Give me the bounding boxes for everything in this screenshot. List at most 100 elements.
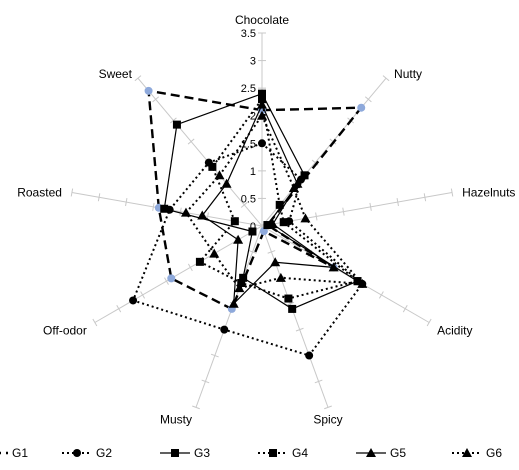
series-g2-point [305, 351, 314, 360]
axis-tick-mark [187, 138, 195, 145]
axis-spoke-spicy [261, 225, 329, 408]
series-g3-point [288, 304, 297, 313]
series-g6-point [257, 110, 267, 120]
axis-tick-mark [201, 379, 210, 384]
series-g4-point [258, 95, 266, 104]
axis-tick-mark [92, 318, 98, 327]
axis-tick-mark [179, 207, 182, 216]
axis-tick-mark [267, 250, 276, 254]
axis-tick-mark [324, 405, 332, 410]
axis-tick-mark [369, 202, 372, 211]
series-g6-point [288, 182, 299, 192]
series-g3-line [163, 92, 359, 310]
radial-tick-label: 2.5 [241, 83, 256, 95]
series-g4-point [279, 218, 288, 227]
series-g6-line [184, 113, 365, 290]
series-g2-line [131, 142, 364, 357]
legend-g6-label: G6 [486, 446, 502, 460]
legend-g4-label: G4 [292, 446, 308, 460]
radial-tick-label: 3.5 [241, 28, 256, 40]
axis-label-sweet: Sweet [99, 67, 133, 81]
series-g1-line [147, 89, 364, 311]
series-g5-point [257, 99, 267, 109]
axis-tick-mark [192, 405, 200, 410]
axis-label-spicy: Spicy [313, 412, 342, 426]
axis-tick-mark [382, 75, 390, 82]
axis-tick-mark [187, 263, 193, 272]
axis-tick-mark [125, 198, 128, 207]
axis-tick-mark [423, 193, 427, 202]
series-g4-point [284, 294, 293, 303]
series-g5-point [267, 219, 278, 229]
axis-tick-mark [240, 201, 248, 208]
series-g3-point [160, 204, 169, 213]
axis-tick-mark [140, 291, 146, 299]
series-g6-point [234, 283, 245, 293]
axis-tick-mark [116, 305, 122, 313]
axis-label-off-odor: Off-odor [43, 324, 87, 338]
axis-tick-mark [152, 96, 160, 103]
series-g5-point [197, 210, 208, 220]
series-g5-point [233, 234, 244, 244]
legend-g1-label: G1 [12, 446, 28, 460]
legend-g5-label: G5 [390, 446, 406, 460]
series-g4-point [230, 217, 239, 226]
axis-tick-mark [210, 353, 219, 358]
legend-g4-point [269, 449, 277, 457]
series-g3-point [248, 227, 257, 236]
radial-tick-label: 2 [250, 111, 256, 123]
axis-tick-mark [450, 188, 454, 197]
axis-tick-mark [342, 207, 345, 216]
axis-label-chocolate: Chocolate [235, 13, 289, 27]
series-g1-point [144, 86, 153, 95]
series-g1-point [167, 274, 176, 283]
series-g5-line [201, 103, 336, 306]
series-g6-point [357, 278, 368, 288]
radial-tick-label: 0.5 [241, 193, 256, 205]
axis-spoke-hazelnuts [261, 191, 453, 227]
axis-tick-mark [378, 291, 384, 299]
series-g6-point [180, 207, 191, 217]
axis-tick-mark [295, 327, 304, 332]
series-g6-point [275, 272, 286, 282]
series-g6-point [300, 213, 311, 223]
legend-g5-point [366, 448, 376, 457]
axis-tick-mark [402, 305, 408, 313]
axis-spoke-sweet [137, 77, 263, 227]
series-g3-point [239, 273, 248, 282]
axis-label-hazelnuts: Hazelnuts [462, 185, 515, 199]
axis-label-musty: Musty [160, 412, 192, 426]
series-g2-point [220, 325, 229, 334]
series-g6-point [214, 170, 225, 180]
axis-tick-mark [152, 202, 155, 211]
axis-tick-mark [134, 75, 142, 82]
series-g2-point [129, 296, 138, 305]
legend-g3-point [171, 449, 179, 457]
series-g4-point [195, 257, 204, 266]
radial-tick-label: 1 [250, 166, 256, 178]
series-g3-point [172, 120, 181, 129]
series-g4-point [208, 162, 217, 171]
axis-tick-mark [70, 188, 74, 197]
legend-g6-point [462, 448, 472, 457]
axis-tick-mark [396, 198, 399, 207]
series-g4-point [353, 277, 362, 286]
axis-label-nutty: Nutty [394, 67, 422, 81]
axis-tick-mark [364, 96, 372, 103]
series-g5-point [328, 262, 339, 272]
series-g5-point [228, 298, 239, 308]
series-g1-point [259, 227, 268, 236]
series-g2-point [258, 139, 266, 148]
series-g4-line [198, 96, 360, 300]
series-g3-point [258, 89, 266, 98]
axis-tick-mark [97, 193, 101, 202]
axis-tick-mark [164, 277, 169, 285]
legend-g3-label: G3 [194, 446, 210, 460]
series-g4-point [275, 200, 284, 209]
axis-tick-mark [426, 318, 432, 327]
series-g3-point [263, 221, 272, 230]
series-g4-point [237, 278, 246, 287]
series-g1-point [357, 103, 366, 112]
